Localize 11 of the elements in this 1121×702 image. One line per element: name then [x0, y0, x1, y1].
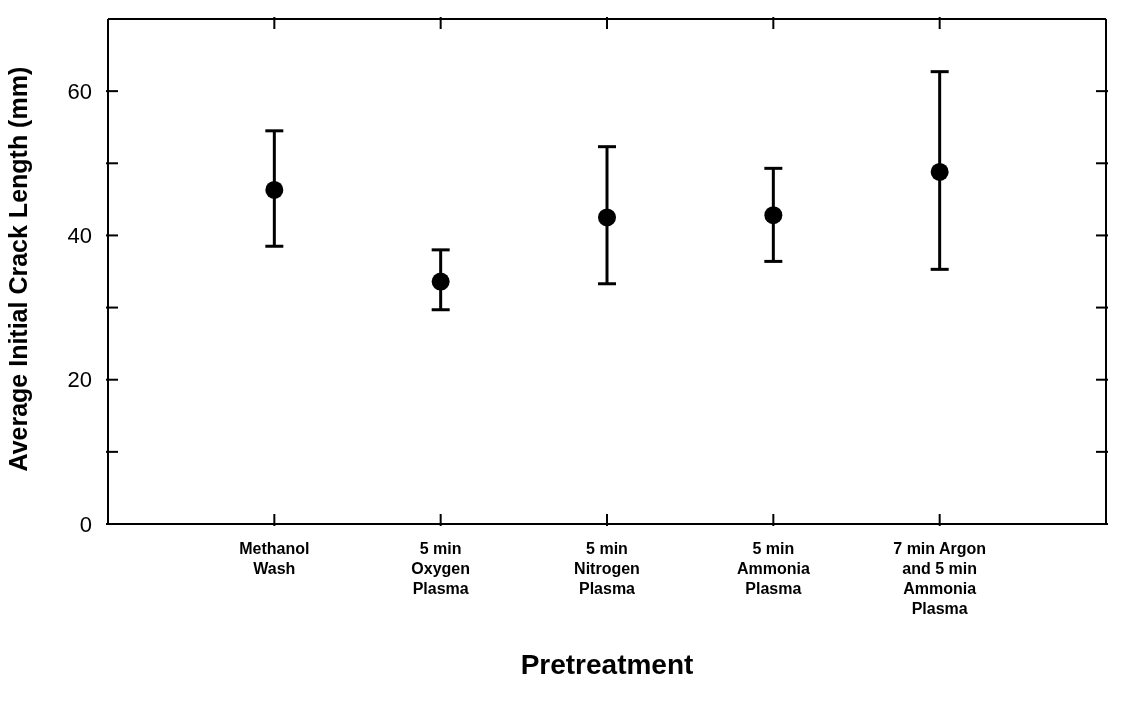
y-tick-label: 40	[67, 223, 92, 249]
x-tick-label: 5 min Ammonia Plasma	[736, 540, 810, 597]
x-tick-label: Methanol Wash	[239, 540, 310, 577]
x-tick-label: 5 min Nitrogen Plasma	[574, 540, 640, 597]
x-axis-title: Pretreatment	[520, 649, 694, 680]
y-axis-title: Average Initial Crack Length (mm)	[3, 66, 32, 472]
y-tick-label: 0	[79, 511, 92, 537]
y-tick-label: 20	[67, 367, 92, 393]
x-tick-label: 7 min Argon and 5 min Ammonia Plasma	[893, 540, 987, 617]
x-tick-label: 5 min Oxygen Plasma	[411, 540, 471, 597]
y-tick-label: 60	[67, 78, 92, 104]
